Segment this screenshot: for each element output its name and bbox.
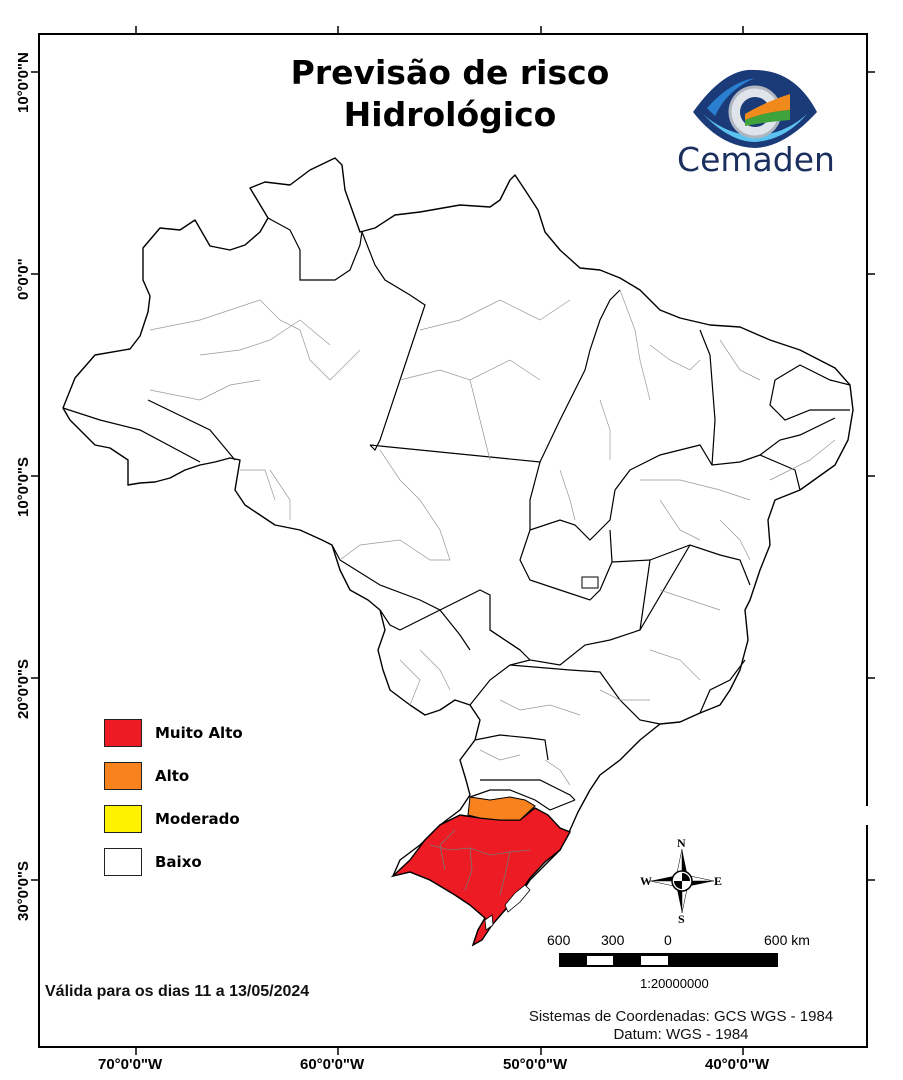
validity-text: Válida para os dias 11 a 13/05/2024 bbox=[45, 983, 310, 1000]
distrito-federal bbox=[581, 576, 599, 589]
scale-ratio: 1:20000000 bbox=[640, 976, 709, 991]
legend-swatch-muito-alto bbox=[104, 718, 142, 747]
map-frame bbox=[38, 33, 868, 1048]
north-arrow-compass-icon bbox=[649, 848, 715, 914]
lon-label-60w: 60°0'0"W bbox=[300, 1056, 365, 1073]
mesoregion-borders bbox=[149, 289, 836, 786]
legend-item-muito-alto: Muito Alto bbox=[104, 711, 243, 754]
legend: Muito Alto Alto Moderado Baixo bbox=[104, 711, 243, 883]
lat-label-20s: 20°0'0"S bbox=[15, 658, 32, 719]
scale-bar bbox=[559, 953, 778, 967]
legend-item-moderado: Moderado bbox=[104, 797, 243, 840]
legend-swatch-moderado bbox=[104, 804, 142, 833]
title-line-1: Previsão de risco bbox=[290, 53, 610, 92]
frame-gap bbox=[864, 806, 872, 825]
rs-mesoregion-borders bbox=[429, 829, 531, 896]
legend-swatch-baixo bbox=[104, 847, 142, 876]
lat-label-10n: 10°0'0"N bbox=[15, 52, 32, 113]
legend-swatch-alto bbox=[104, 761, 142, 790]
scale-label-300: 300 bbox=[601, 932, 625, 948]
legend-label: Baixo bbox=[155, 852, 202, 871]
lat-label-30s: 30°0'0"S bbox=[15, 860, 32, 921]
lat-label-0: 0°0'0" bbox=[15, 258, 32, 300]
lon-label-70w: 70°0'0"W bbox=[98, 1056, 163, 1073]
datum: Datum: WGS - 1984 bbox=[613, 1026, 749, 1043]
region-rio-grande-do-sul bbox=[390, 807, 571, 947]
lat-label-10s: 10°0'0"S bbox=[15, 456, 32, 517]
scale-label-600: 600 bbox=[547, 932, 571, 948]
lagoa-dos-patos bbox=[504, 884, 531, 913]
region-santa-catarina-alto bbox=[467, 796, 536, 821]
cemaden-eye-logo-icon bbox=[693, 69, 817, 148]
lon-label-40w: 40°0'0"W bbox=[705, 1056, 770, 1073]
coordinate-info: Sistemas de Coordenadas: GCS WGS - 1984 … bbox=[486, 1008, 876, 1044]
cemaden-logo-text: Cemaden bbox=[677, 140, 835, 179]
compass-n: N bbox=[677, 836, 686, 850]
scale-label-0: 0 bbox=[664, 932, 672, 948]
lon-label-50w: 50°0'0"W bbox=[503, 1056, 568, 1073]
graticule-ticks bbox=[31, 26, 875, 1055]
compass-e: E bbox=[714, 874, 723, 888]
title-line-2: Hidrológico bbox=[343, 95, 557, 134]
compass-s: S bbox=[678, 912, 685, 926]
coordinate-system: Sistemas de Coordenadas: GCS WGS - 1984 bbox=[528, 1008, 834, 1025]
legend-label: Moderado bbox=[155, 809, 240, 828]
lagoa-mirim bbox=[484, 914, 494, 931]
state-borders bbox=[62, 217, 851, 811]
legend-item-baixo: Baixo bbox=[104, 840, 243, 883]
legend-item-alto: Alto bbox=[104, 754, 243, 797]
compass-w: W bbox=[640, 874, 652, 888]
legend-label: Alto bbox=[155, 766, 190, 785]
map-title: Previsão de risco Hidrológico bbox=[200, 52, 700, 136]
legend-label: Muito Alto bbox=[155, 723, 243, 742]
scale-label-600km: 600 km bbox=[764, 932, 810, 948]
